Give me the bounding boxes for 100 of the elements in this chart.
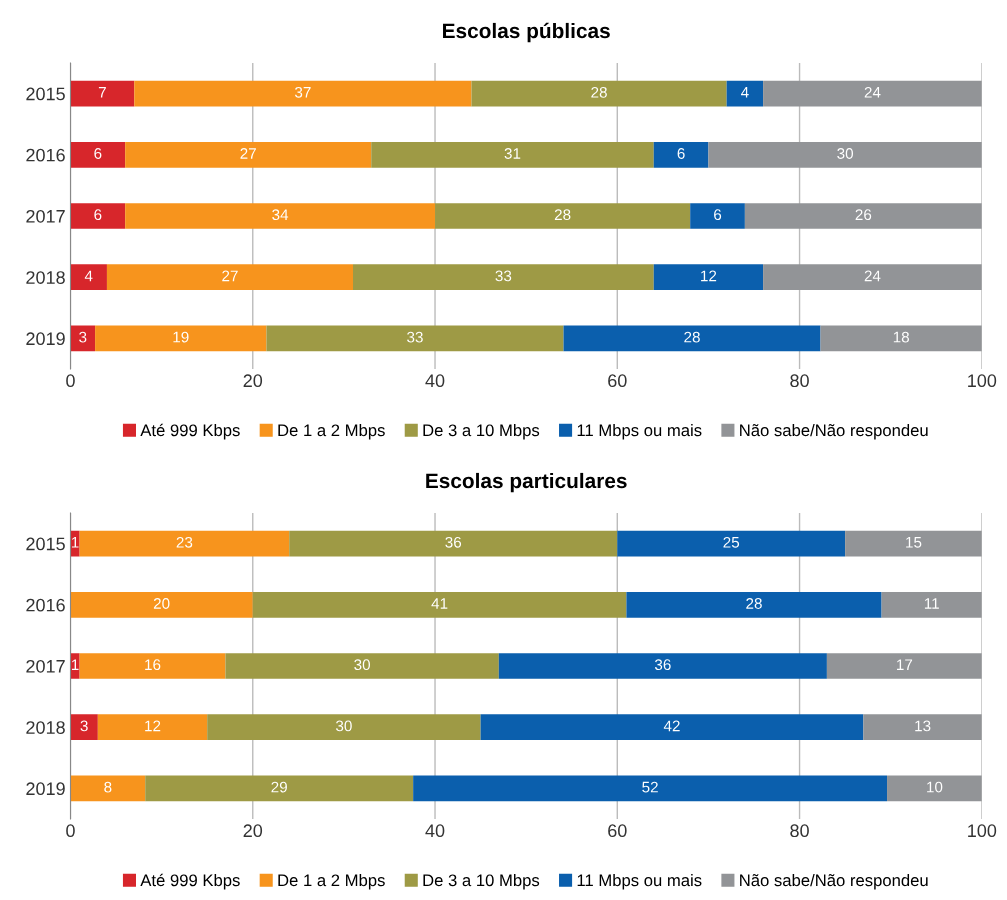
- legend-label: Não sabe/Não respondeu: [740, 873, 928, 890]
- bar: [207, 714, 481, 741]
- data-label: 3: [79, 331, 87, 343]
- y-tick-label: 2018: [26, 721, 65, 734]
- data-label: 37: [294, 86, 311, 98]
- bar: [471, 80, 727, 107]
- bar: [413, 775, 888, 802]
- y-tick-label: 2019: [26, 782, 65, 796]
- bar: [97, 714, 208, 741]
- x-tick-label: 20: [243, 824, 263, 838]
- bar: [563, 325, 821, 352]
- bar: [863, 714, 982, 741]
- data-label: 28: [554, 209, 571, 221]
- bar: [252, 591, 627, 618]
- bar: [435, 203, 691, 229]
- data-label: 42: [663, 720, 680, 732]
- bar: [70, 714, 98, 741]
- data-label: 28: [684, 331, 700, 343]
- chart-title: Escolas particulares: [426, 472, 627, 493]
- chart-title: Escolas públicas: [443, 22, 610, 43]
- x-tick-label: 20: [243, 374, 263, 388]
- bar: [881, 591, 982, 618]
- data-label: 6: [94, 209, 102, 221]
- bar: [70, 591, 253, 618]
- bar: [70, 775, 146, 802]
- bar: [145, 775, 414, 802]
- bar: [726, 80, 764, 107]
- data-label: 18: [893, 331, 910, 343]
- data-label: 7: [98, 87, 106, 98]
- x-tick-label: 40: [425, 374, 445, 388]
- data-label: 4: [740, 87, 749, 98]
- bar: [225, 653, 499, 679]
- data-label: 24: [864, 86, 881, 98]
- bar: [70, 203, 126, 229]
- y-tick-label: 2017: [26, 209, 65, 223]
- data-label: 16: [145, 659, 161, 671]
- bar: [353, 264, 654, 291]
- data-label: 52: [642, 781, 658, 793]
- data-label: 24: [864, 270, 881, 282]
- data-label: 33: [407, 331, 423, 343]
- bar: [289, 530, 618, 557]
- bar: [79, 530, 290, 557]
- y-tick-label: 2018: [26, 271, 65, 284]
- bar: [70, 653, 80, 679]
- legend-label: 11 Mbps ou mais: [577, 423, 702, 440]
- legend-label: Não sabe/Não respondeu: [740, 423, 928, 440]
- bar: [70, 141, 126, 168]
- x-tick-label: 80: [790, 824, 809, 838]
- data-label: 6: [94, 148, 102, 159]
- data-label: 30: [335, 720, 352, 732]
- bar: [626, 591, 882, 618]
- data-label: 36: [445, 536, 462, 548]
- x-tick-label: 80: [790, 374, 809, 388]
- bar: [70, 80, 135, 107]
- bar: [820, 325, 982, 352]
- bar: [79, 653, 226, 679]
- bar: [95, 325, 267, 352]
- y-tick-label: 2019: [26, 332, 65, 346]
- data-label: 27: [222, 270, 238, 282]
- y-tick-label: 2016: [26, 148, 65, 162]
- bar: [887, 775, 982, 802]
- bar: [371, 141, 654, 168]
- legend-label: Até 999 Kbps: [140, 873, 240, 890]
- x-tick-label: 100: [968, 824, 997, 838]
- data-label: 28: [746, 598, 762, 609]
- data-label: 12: [145, 720, 161, 732]
- data-label: 33: [495, 270, 512, 282]
- x-tick-label: 60: [608, 824, 627, 838]
- bar: [125, 141, 372, 168]
- bar: [106, 264, 353, 291]
- data-label: 8: [104, 781, 112, 793]
- bar: [70, 325, 96, 352]
- bar: [708, 141, 982, 168]
- data-label: 1: [71, 537, 79, 548]
- legend-label: De 1 a 2 Mbps: [278, 873, 385, 890]
- bar: [134, 80, 472, 107]
- data-label: 30: [837, 148, 854, 159]
- data-label: 19: [173, 331, 189, 343]
- x-tick-label: 0: [66, 374, 75, 388]
- data-label: 4: [84, 270, 93, 282]
- data-label: 30: [354, 659, 371, 671]
- bar: [653, 264, 764, 291]
- bar: [826, 653, 982, 679]
- data-label: 1: [71, 659, 79, 670]
- data-label: 26: [855, 209, 872, 221]
- data-label: 25: [723, 536, 740, 548]
- y-tick-label: 2017: [26, 659, 65, 673]
- bar: [744, 203, 982, 229]
- y-tick-label: 2015: [26, 87, 65, 101]
- data-label: 29: [271, 781, 287, 793]
- data-label: 17: [897, 659, 913, 670]
- bar: [70, 264, 107, 291]
- data-label: 23: [176, 536, 193, 548]
- data-label: 41: [431, 598, 448, 609]
- bar: [763, 264, 982, 291]
- data-label: 36: [654, 659, 671, 671]
- data-label: 12: [701, 270, 717, 282]
- bar: [480, 714, 864, 741]
- y-tick-label: 2016: [26, 598, 65, 612]
- bar: [690, 203, 745, 229]
